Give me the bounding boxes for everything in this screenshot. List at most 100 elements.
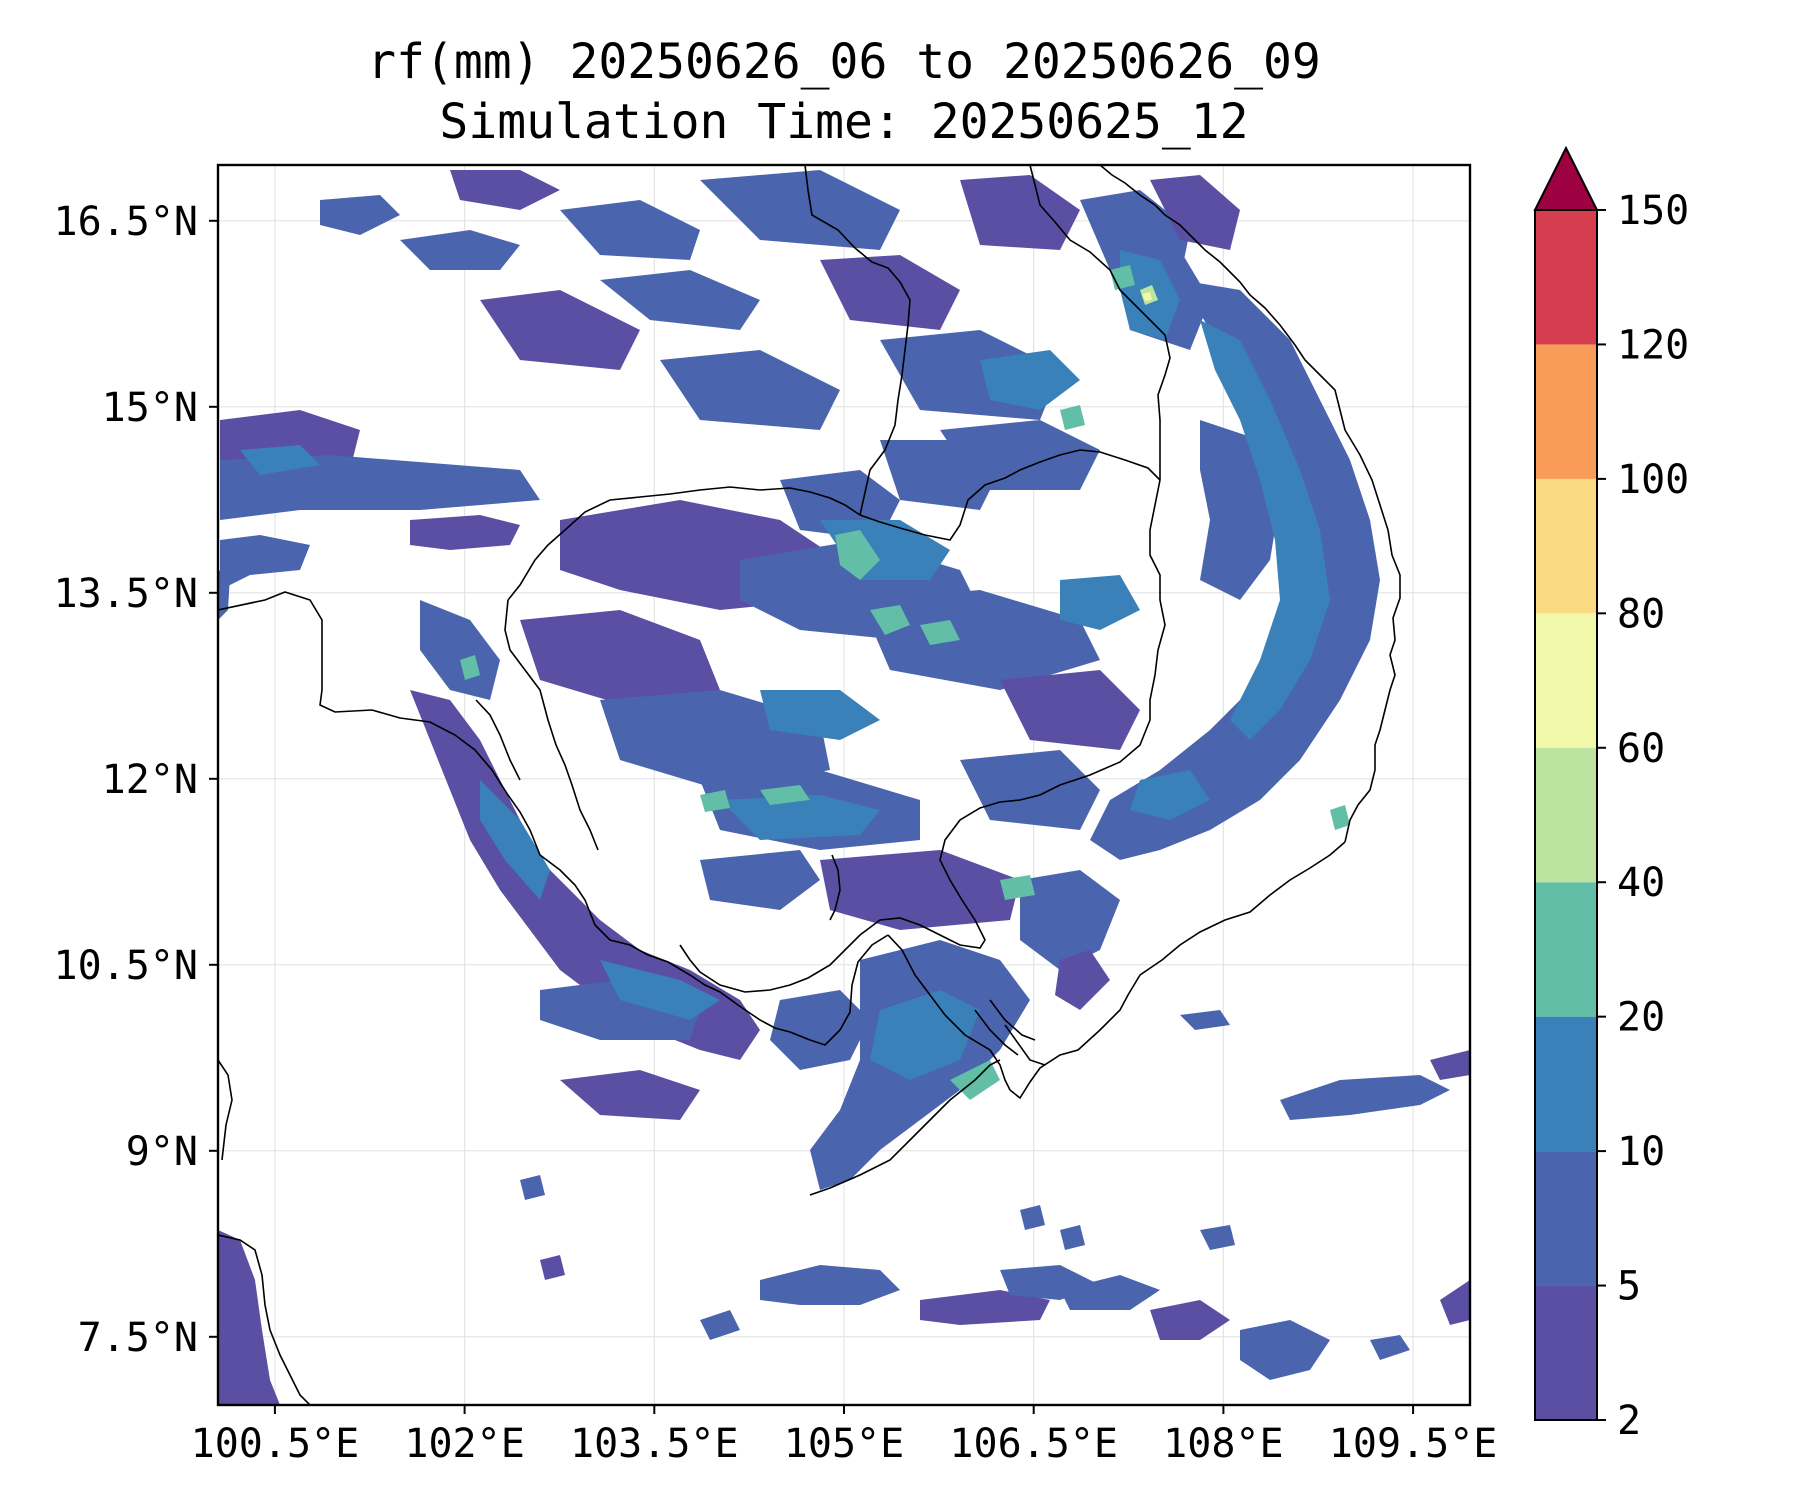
rain-region-low	[480, 290, 640, 370]
rain-region-mid	[720, 795, 880, 840]
colorbar-segment	[1535, 747, 1597, 883]
lat-tick-label: 10.5°N	[54, 943, 199, 989]
coastlines-and-borders	[218, 165, 1401, 1405]
colorbar-segment	[1535, 1151, 1597, 1286]
rain-region-low	[860, 590, 1100, 690]
rain-region-high	[700, 790, 730, 812]
colorbar-tick-label: 5	[1617, 1264, 1641, 1310]
colorbar-segment	[1535, 478, 1597, 614]
lat-tick-label: 9°N	[126, 1129, 198, 1175]
rain-region-high	[835, 530, 880, 580]
rain-region-high	[1060, 405, 1085, 430]
colorbar-segment	[1535, 1016, 1597, 1152]
rain-region-low	[1000, 670, 1140, 750]
colorbar-segment	[1535, 882, 1597, 1017]
lon-tick-label: 105°E	[784, 1421, 904, 1467]
rain-region-mid	[1130, 770, 1210, 820]
rain-region-high	[1000, 875, 1035, 900]
rain-region-low	[820, 850, 1020, 930]
rain-region-low	[400, 230, 520, 270]
rain-region-low	[560, 200, 700, 260]
rain-region-low	[520, 1175, 545, 1200]
colorbar-tick-label: 150	[1617, 188, 1689, 234]
coastline-peninsula	[218, 1234, 311, 1405]
rain-region-mid	[870, 990, 980, 1080]
rain-region-mid	[980, 350, 1080, 410]
mekong-branch-3	[1004, 1024, 1046, 1066]
colorbar-tick-label: 20	[1617, 995, 1665, 1041]
rain-region-low	[700, 1310, 740, 1340]
longitude-axis: 100.5°E 102°E 103.5°E 105°E 106.5°E 108°E 109.…	[191, 1405, 1498, 1467]
rain-region-mid	[480, 780, 550, 900]
colorbar: 2 5 10 20 40 60 80 100 120 150	[1533, 145, 1689, 1444]
rain-region-low	[560, 1070, 700, 1120]
lon-tick-label: 102°E	[404, 1421, 524, 1467]
rain-region-low	[1180, 1010, 1230, 1030]
colorbar-tick-label: 60	[1617, 726, 1665, 772]
rain-region-mid	[600, 960, 720, 1020]
rain-region-low	[320, 195, 400, 235]
rain-region-low	[1060, 1225, 1085, 1250]
title-line-2: Simulation Time: 20250625_12	[439, 94, 1249, 150]
rain-region-low	[1280, 1075, 1450, 1120]
colorbar-tick-label: 120	[1617, 322, 1689, 368]
mekong-branch-2	[989, 999, 1036, 1041]
lat-tick-label: 16.5°N	[54, 199, 199, 245]
rain-region-low	[660, 350, 840, 430]
rain-region-mid	[1060, 575, 1140, 630]
lat-tick-label: 13.5°N	[54, 571, 199, 617]
rain-region-high	[760, 785, 810, 805]
colorbar-tick-label: 2	[1617, 1398, 1641, 1444]
rain-region-low	[1020, 1205, 1045, 1230]
coastline-vietnam-east	[1099, 165, 1401, 843]
rain-region-low	[410, 690, 760, 1060]
rain-region-low	[540, 1255, 565, 1280]
lon-tick-label: 109.5°E	[1329, 1421, 1498, 1467]
colorbar-tick-label: 100	[1617, 457, 1689, 503]
rain-region-low	[410, 515, 520, 550]
mekong-branch-1	[974, 1009, 1019, 1056]
lon-tick-label: 106.5°E	[949, 1421, 1118, 1467]
coastline-mekong-delta	[887, 841, 1346, 1100]
colorbar-extend-arrow	[1533, 145, 1599, 211]
rain-region-high	[1330, 805, 1350, 830]
rain-region-low	[220, 535, 310, 590]
lat-tick-label: 7.5°N	[78, 1315, 198, 1361]
colorbar-segment	[1535, 613, 1597, 748]
colorbar-segment	[1535, 344, 1597, 479]
rain-region-low	[960, 175, 1080, 250]
rain-region-low	[880, 440, 1000, 510]
coastline-thailand-gulf-west	[218, 591, 889, 1046]
rain-region-low	[1055, 950, 1110, 1010]
rainfall-field	[218, 170, 1470, 1405]
border-laos-thailand	[804, 165, 911, 516]
rain-region-low	[450, 170, 560, 210]
border-laos-vietnam	[1109, 269, 1171, 480]
rain-region-low	[920, 1290, 1050, 1325]
colorbar-segment	[1535, 1285, 1597, 1420]
colorbar-tick-label: 80	[1617, 591, 1665, 637]
rain-region-low	[1020, 870, 1120, 970]
rain-region-low	[770, 990, 870, 1070]
lon-tick-label: 103.5°E	[570, 1421, 739, 1467]
border-thailand-cambodia	[507, 486, 861, 601]
rain-region-low	[1430, 1050, 1470, 1080]
rain-region-low	[1090, 280, 1380, 860]
rain-region-low	[960, 750, 1100, 830]
border-laos-cambodia	[859, 449, 1161, 541]
island-phu-quoc	[829, 854, 841, 921]
rain-region-low	[520, 610, 720, 710]
rain-region-low	[1240, 1320, 1330, 1380]
rain-region-low	[760, 1265, 900, 1305]
rain-region-max	[1142, 292, 1152, 301]
rain-region-mid	[760, 690, 880, 740]
rain-region-low	[1150, 175, 1240, 250]
lat-tick-label: 12°N	[102, 757, 198, 803]
rain-region-high	[920, 620, 960, 645]
rain-region-low	[1440, 1280, 1470, 1325]
latitude-axis: 16.5°N 15°N 13.5°N 12°N 10.5°N 9°N 7.5°N	[54, 199, 218, 1361]
rain-region-high	[870, 605, 910, 635]
coastline-vietnam-south	[809, 1059, 1001, 1196]
lat-tick-label: 15°N	[102, 385, 198, 431]
